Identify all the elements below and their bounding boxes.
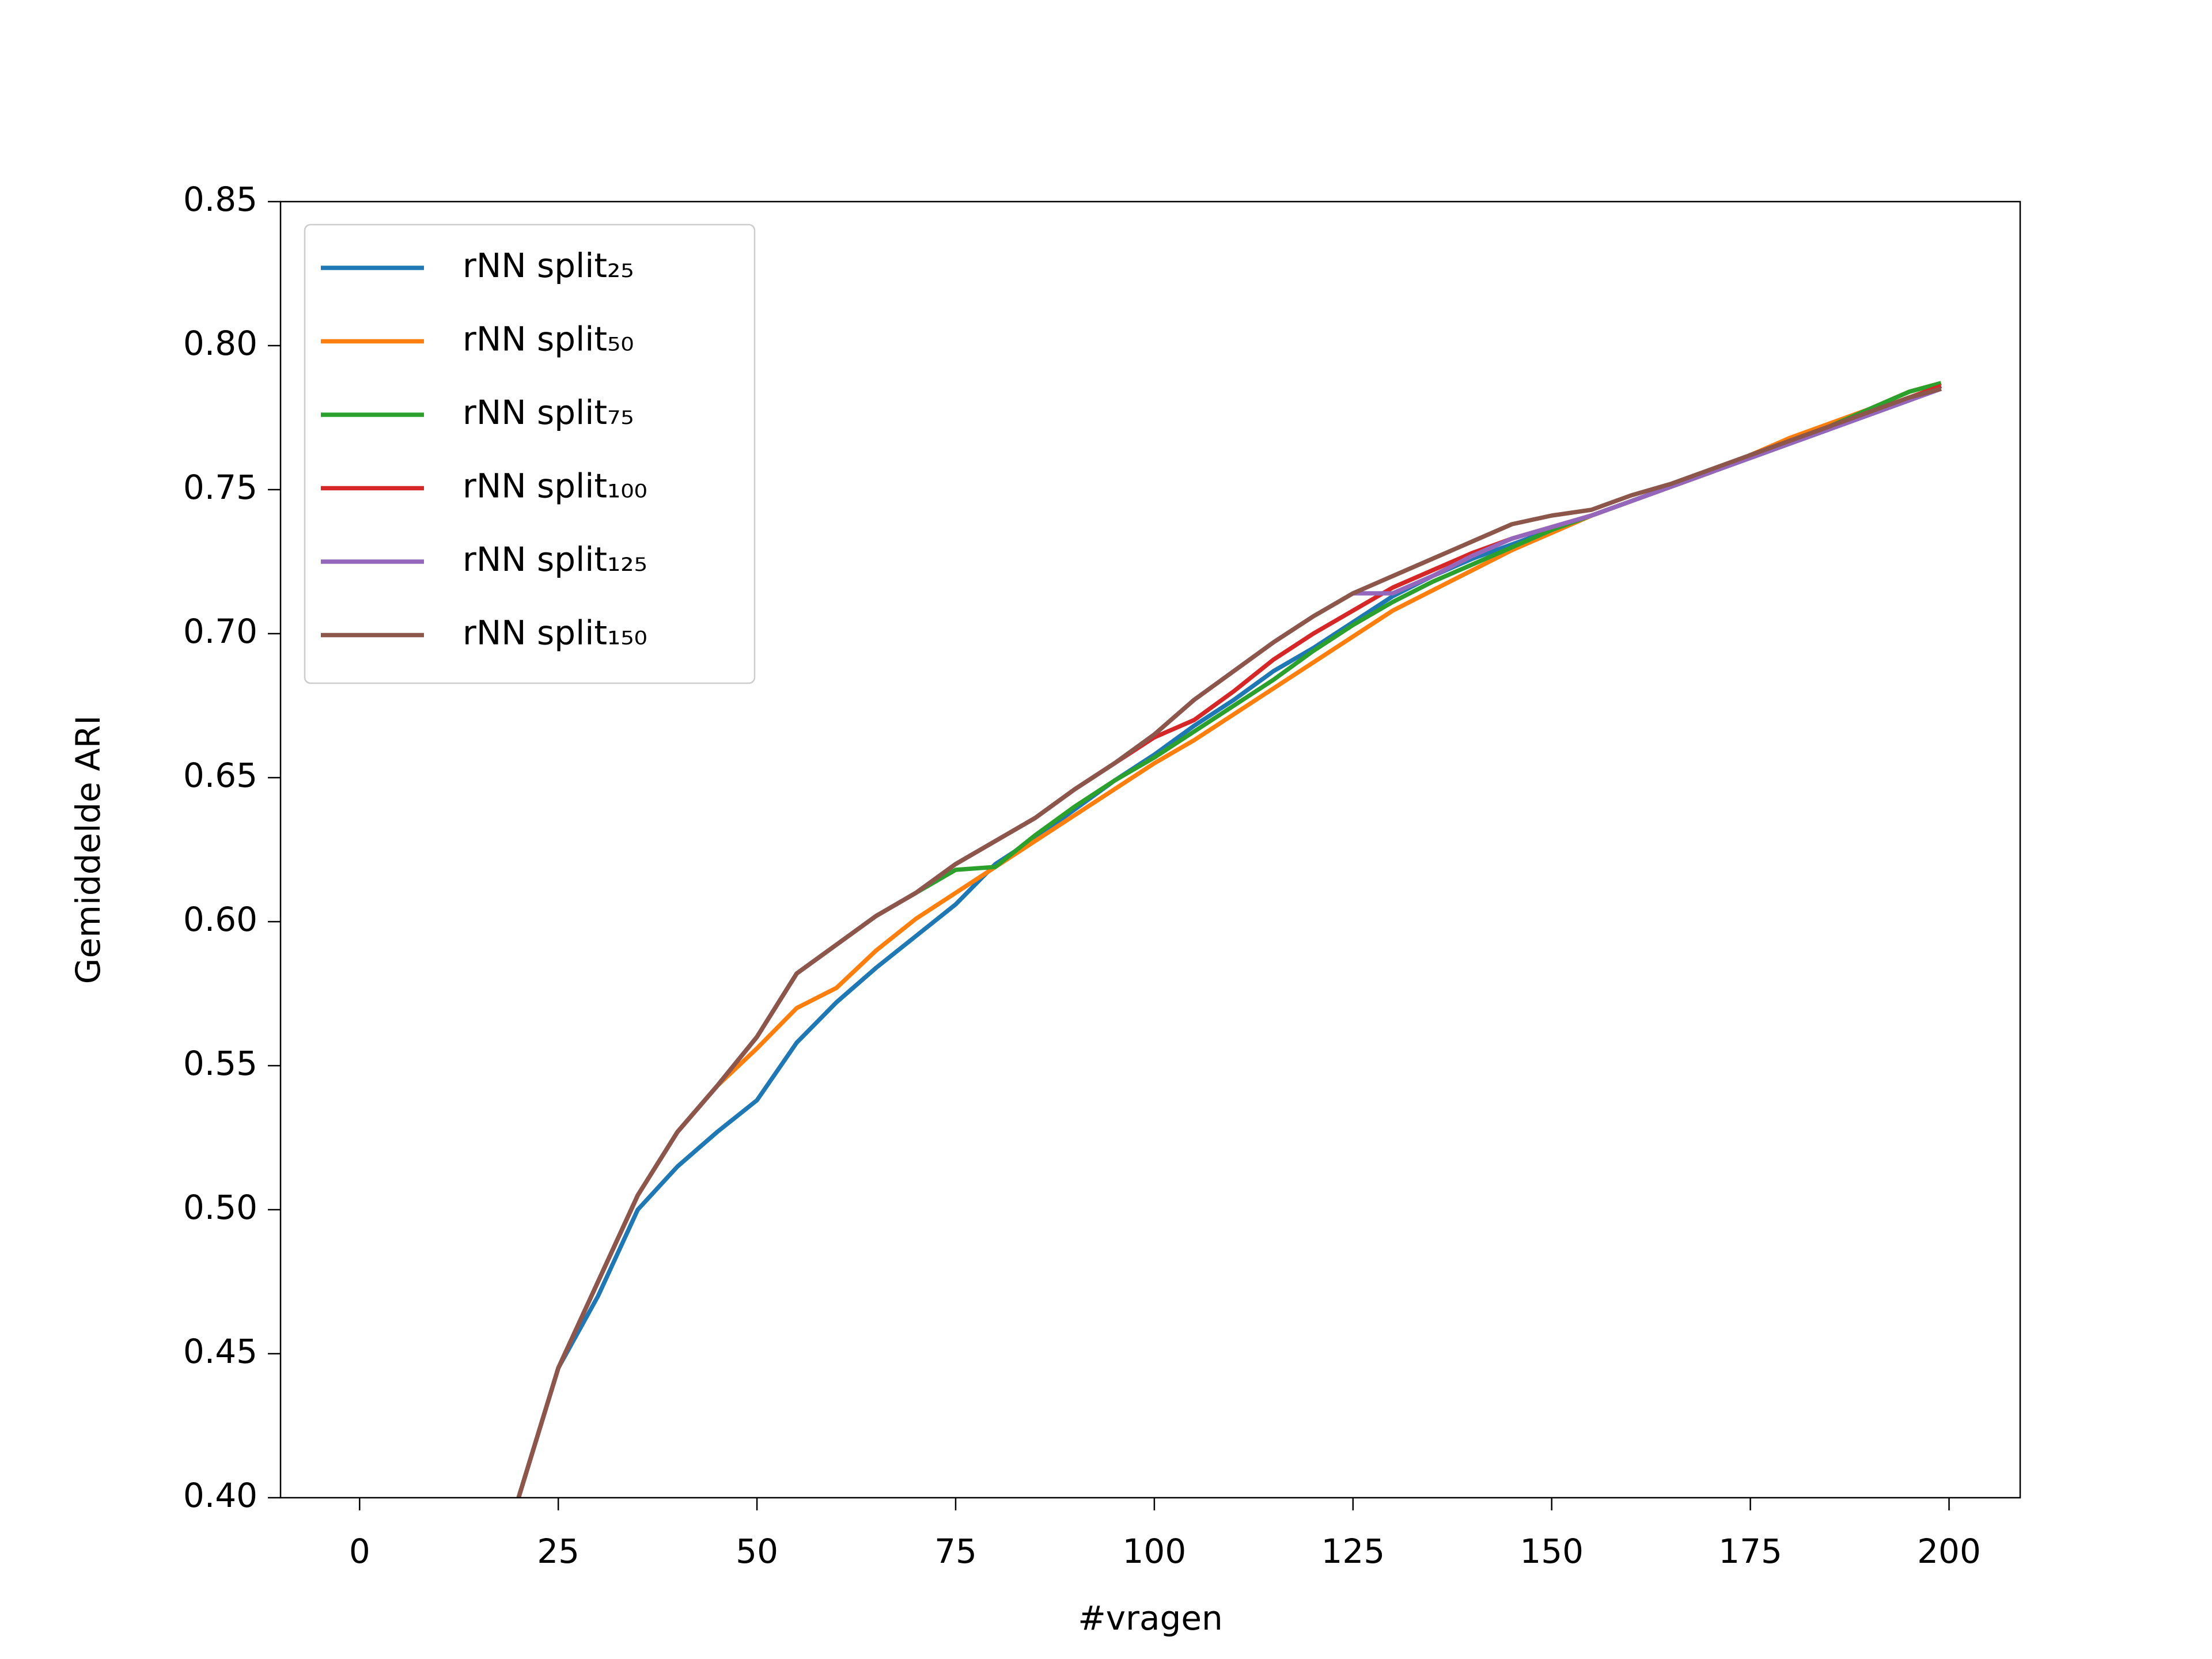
x-tick-label: 50 [736, 1532, 778, 1571]
y-tick-label: 0.85 [183, 180, 257, 219]
y-tick-label: 0.65 [183, 756, 257, 795]
axes-frame [279, 200, 2021, 1499]
y-tick-label: 0.60 [183, 900, 257, 939]
y-tick-label: 0.75 [183, 468, 257, 507]
legend-label: rNN split₁₅₀ [463, 613, 647, 653]
legend-label: rNN split₅₀ [463, 320, 634, 359]
y-tick-label: 0.50 [183, 1188, 257, 1227]
x-tick-label: 200 [1917, 1532, 1981, 1571]
legend-label: rNN split₁₀₀ [463, 467, 647, 506]
y-tick-label: 0.70 [183, 612, 257, 651]
x-tick-label: 75 [934, 1532, 977, 1571]
x-tick-label: 25 [537, 1532, 579, 1571]
y-tick-label: 0.45 [183, 1332, 257, 1371]
legend-label: rNN split₁₂₅ [463, 540, 647, 579]
x-tick-label: 0 [349, 1532, 370, 1571]
series-line [516, 387, 1942, 1498]
legend-label: rNN split₂₅ [463, 246, 634, 285]
x-tick-label: 175 [1718, 1532, 1782, 1571]
x-tick-label: 100 [1123, 1532, 1187, 1571]
plot-area [516, 381, 1942, 1498]
y-axis-label: Gemiddelde ARI [69, 715, 108, 984]
x-tick-label: 150 [1520, 1532, 1584, 1571]
x-tick-label: 125 [1321, 1532, 1385, 1571]
y-tick-label: 0.80 [183, 324, 257, 363]
legend-label: rNN split₇₅ [463, 393, 634, 432]
x-axis-label: #vragen [1078, 1599, 1223, 1638]
y-tick-label: 0.40 [183, 1476, 257, 1515]
y-tick-label: 0.55 [183, 1044, 257, 1083]
